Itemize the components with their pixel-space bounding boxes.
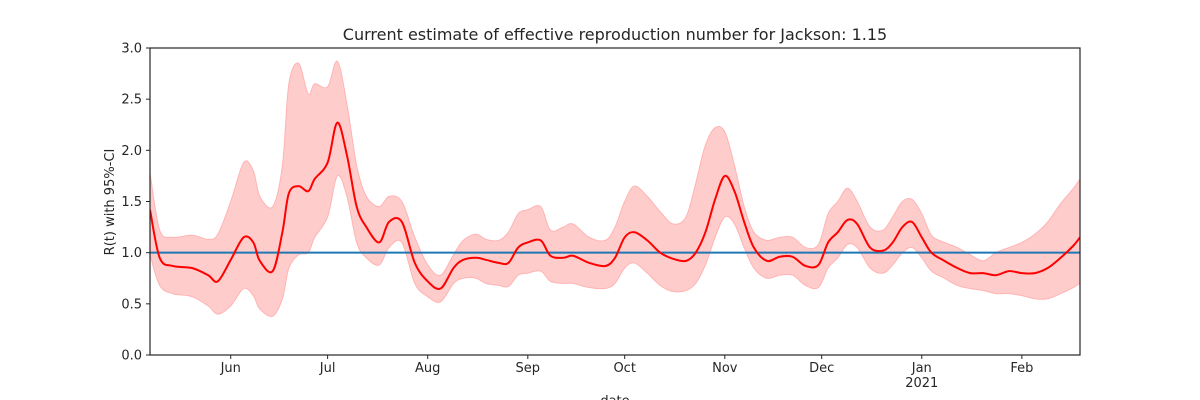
- x-tick-label: Nov: [712, 361, 738, 376]
- x-tick-label: Feb: [1010, 361, 1033, 376]
- confidence-band: [150, 60, 1080, 317]
- x-tick-label: Aug: [415, 361, 440, 376]
- x-tick-label: Dec: [809, 361, 834, 376]
- x-tick-label: Jul: [319, 361, 336, 376]
- x-tick-label: Jun: [220, 361, 241, 376]
- x-tick-label: Jan: [911, 361, 932, 376]
- x-axis-label: date: [600, 394, 629, 400]
- y-tick-label: 0.0: [121, 349, 142, 364]
- x-tick-label: Oct: [613, 361, 635, 376]
- y-axis-label: R(t) with 95%-CI: [103, 149, 118, 256]
- plot-area: 0.0 0.5 1.0 1.5 2.0 2.5 3.0 Jun Jul Aug Sep Oct Nov D…: [121, 42, 1081, 391]
- y-tick-label: 0.5: [121, 297, 142, 312]
- y-tick-label: 1.5: [121, 195, 142, 210]
- chart-title: Current estimate of effective reproducti…: [343, 25, 887, 44]
- x-tick-label: Sep: [516, 361, 541, 376]
- y-tick-label: 2.0: [121, 144, 142, 159]
- x-tick-sublabel: 2021: [905, 376, 938, 391]
- series-line-rt: [150, 121, 1080, 290]
- y-tick-label: 2.5: [121, 93, 142, 108]
- y-tick-label: 3.0: [121, 42, 142, 57]
- y-tick-label: 1.0: [121, 246, 142, 261]
